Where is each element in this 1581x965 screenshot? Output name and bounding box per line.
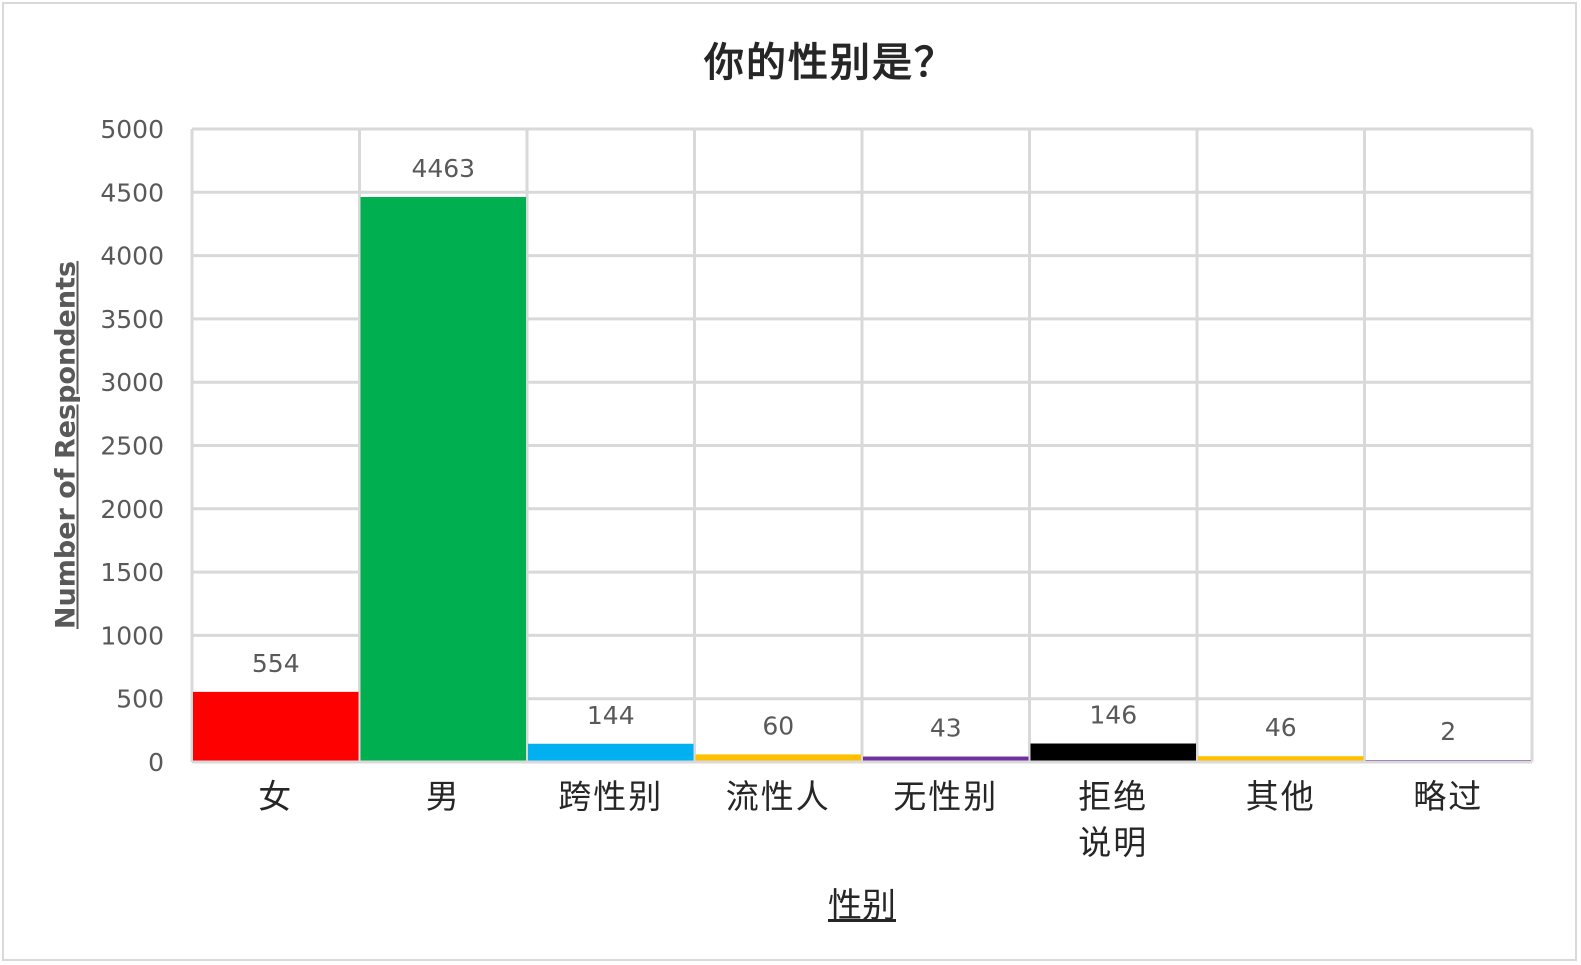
y-tick-label: 4500 — [100, 178, 164, 207]
x-tick-label: 无性别 — [893, 777, 998, 816]
x-tick-label: 拒绝 — [1078, 777, 1148, 816]
chart-title: 你的性别是？ — [704, 39, 956, 86]
y-tick-label: 4000 — [100, 242, 164, 271]
x-axis-label: 性别 — [828, 886, 896, 926]
y-tick-label: 0 — [148, 748, 164, 777]
y-tick-label: 5000 — [100, 115, 164, 144]
y-tick-label: 1000 — [100, 621, 164, 650]
x-tick-label: 跨性别 — [558, 777, 663, 816]
data-label: 2 — [1440, 717, 1456, 746]
y-tick-label: 500 — [116, 685, 164, 714]
x-tick-label: 流性人 — [726, 777, 831, 816]
data-label: 60 — [762, 711, 794, 740]
data-label: 554 — [252, 649, 300, 678]
x-tick-label: 男 — [426, 777, 461, 816]
y-tick-label: 2000 — [100, 495, 164, 524]
bar — [863, 756, 1029, 762]
bar — [1198, 756, 1364, 762]
y-tick-label: 1500 — [100, 558, 164, 587]
x-tick-label: 其他 — [1246, 777, 1316, 816]
x-tick-label: 说明 — [1078, 823, 1148, 862]
y-tick-label: 3500 — [100, 305, 164, 334]
data-label: 144 — [587, 701, 635, 730]
y-tick-label: 3000 — [100, 368, 164, 397]
data-label: 146 — [1089, 701, 1137, 730]
x-tick-label: 女 — [258, 777, 293, 816]
data-label: 43 — [930, 714, 962, 743]
bar — [193, 691, 359, 762]
bar — [1030, 743, 1196, 762]
bar — [360, 196, 526, 763]
y-tick-label: 2500 — [100, 432, 164, 461]
data-label: 4463 — [411, 154, 475, 183]
data-label: 46 — [1265, 713, 1297, 742]
x-tick-label: 略过 — [1413, 777, 1483, 816]
bar — [695, 754, 861, 762]
bar — [528, 743, 694, 762]
